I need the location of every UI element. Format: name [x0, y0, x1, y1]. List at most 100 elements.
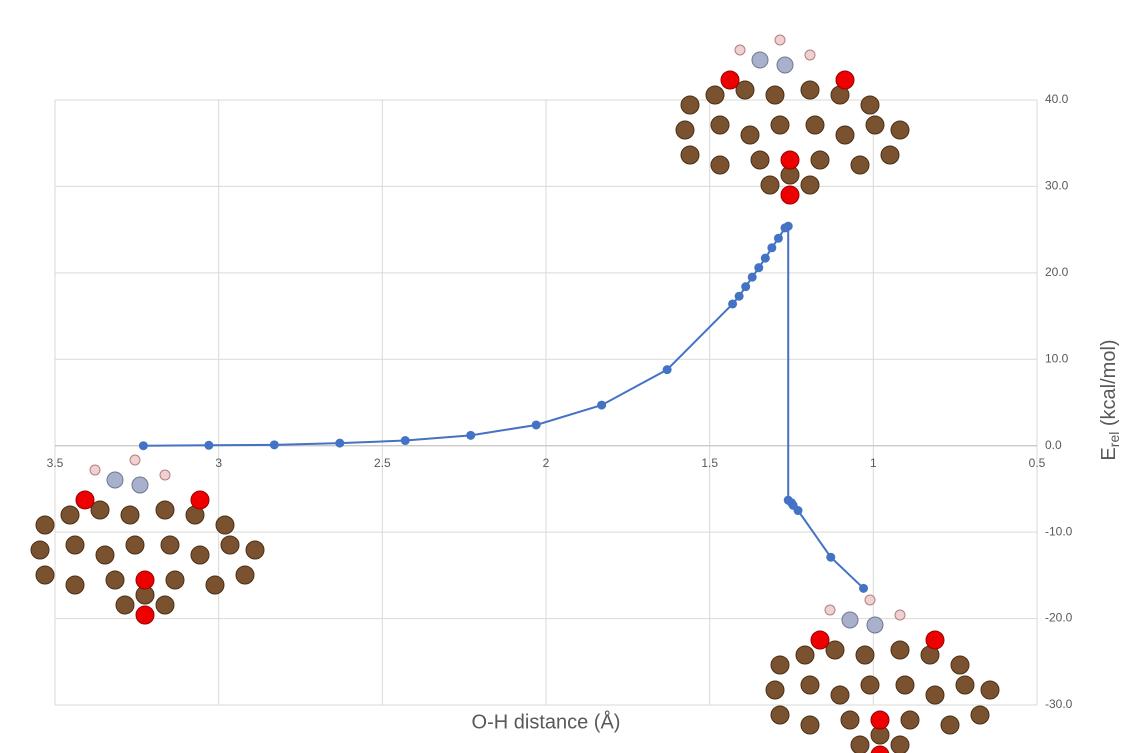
data-point [774, 234, 783, 243]
atom [681, 96, 699, 114]
atom [126, 536, 144, 554]
atom [891, 121, 909, 139]
atom [801, 676, 819, 694]
atom [31, 541, 49, 559]
atom [711, 116, 729, 134]
atom [836, 71, 854, 89]
y-axis-title: Erel (kcal/mol) [1098, 339, 1121, 460]
data-point [532, 420, 541, 429]
atom [221, 536, 239, 554]
atom [752, 52, 768, 68]
data-point [748, 273, 757, 282]
atom [801, 716, 819, 734]
atom [901, 711, 919, 729]
atom [806, 116, 824, 134]
atom [771, 656, 789, 674]
atom [951, 656, 969, 674]
atom [106, 571, 124, 589]
atom [681, 146, 699, 164]
atom [801, 176, 819, 194]
atom [801, 81, 819, 99]
atom [246, 541, 264, 559]
y-tick-label: -10.0 [1045, 524, 1073, 538]
atom [871, 711, 889, 729]
data-point [139, 441, 148, 450]
atom [981, 681, 999, 699]
atom [842, 612, 858, 628]
atom [676, 121, 694, 139]
atom [136, 606, 154, 624]
x-tick-label: 2.5 [374, 456, 391, 470]
data-point [767, 243, 776, 252]
atom [166, 571, 184, 589]
atom [161, 536, 179, 554]
x-tick-label: 0.5 [1029, 456, 1046, 470]
atom [866, 116, 884, 134]
atom [865, 595, 875, 605]
x-axis-title: O-H distance (Å) [472, 710, 621, 733]
data-point [401, 436, 410, 445]
y-tick-label: 30.0 [1045, 179, 1069, 193]
atom [771, 706, 789, 724]
data-point [859, 584, 868, 593]
plot [139, 222, 868, 593]
atom [741, 126, 759, 144]
atom [796, 646, 814, 664]
y-tick-label: 20.0 [1045, 265, 1069, 279]
atom [761, 176, 779, 194]
data-point [466, 431, 475, 440]
atom [121, 506, 139, 524]
y-title-rest: (kcal/mol) [1098, 339, 1120, 431]
series-line [143, 226, 863, 588]
atom [735, 45, 745, 55]
atom [130, 455, 140, 465]
atom [881, 146, 899, 164]
y-tick-label: -30.0 [1045, 697, 1073, 711]
y-tick-label: 40.0 [1045, 92, 1069, 106]
atom [831, 686, 849, 704]
data-point [826, 553, 835, 562]
atom [711, 156, 729, 174]
atom [61, 506, 79, 524]
molecule [31, 455, 264, 624]
data-point [270, 440, 279, 449]
atom [706, 86, 724, 104]
molecule-images [31, 35, 999, 753]
atom [721, 71, 739, 89]
atom [136, 571, 154, 589]
molecule [676, 35, 909, 204]
atom [836, 126, 854, 144]
atom [90, 465, 100, 475]
atom [971, 706, 989, 724]
page: {"chart_data": {"type": "line", "x_label… [0, 0, 1126, 753]
atom [191, 491, 209, 509]
x-tick-label: 3 [215, 456, 222, 470]
x-tick-label: 1.5 [701, 456, 718, 470]
atom [76, 491, 94, 509]
data-point [741, 282, 750, 291]
atom [107, 472, 123, 488]
grid: -30.0-20.0-10.00.010.020.030.040.03.532.… [47, 92, 1073, 711]
atom [775, 35, 785, 45]
atom [841, 711, 859, 729]
atom [805, 50, 815, 60]
atom [867, 617, 883, 633]
atom [156, 501, 174, 519]
atom [206, 576, 224, 594]
data-point [784, 222, 793, 231]
atom [811, 631, 829, 649]
atom [191, 546, 209, 564]
atom [861, 676, 879, 694]
atom [895, 610, 905, 620]
atom [856, 646, 874, 664]
y-title-main: E [1098, 447, 1120, 460]
atom [891, 736, 909, 753]
data-point [204, 441, 213, 450]
atom [896, 676, 914, 694]
x-tick-label: 1 [870, 456, 877, 470]
atom [766, 86, 784, 104]
atom [771, 116, 789, 134]
atom [781, 186, 799, 204]
atom [781, 151, 799, 169]
atom [156, 596, 174, 614]
